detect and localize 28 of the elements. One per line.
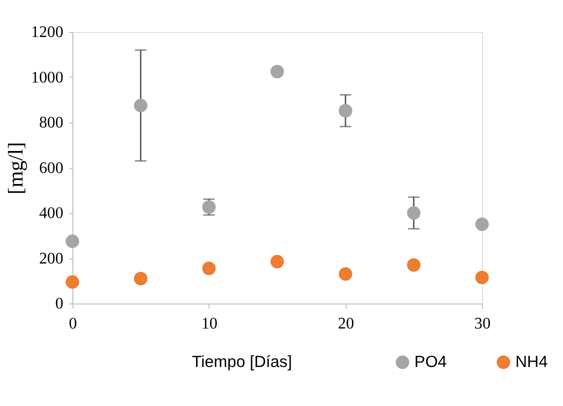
point — [66, 275, 80, 289]
y-tick-label: 400 — [39, 204, 64, 222]
x-tick-label: 0 — [68, 314, 77, 333]
point — [475, 270, 489, 284]
point — [338, 267, 352, 281]
y-tick-label: 800 — [39, 114, 64, 132]
legend-label: NH4 — [515, 353, 548, 372]
point — [338, 104, 352, 118]
y-tick-label: 1000 — [30, 68, 64, 86]
y-tick-label: 200 — [39, 249, 64, 268]
point — [134, 98, 148, 112]
y-axis-title: [mg/l] — [3, 142, 28, 194]
x-tick-label: 30 — [474, 314, 491, 333]
point — [202, 262, 216, 276]
y-tick-label: 1200 — [30, 23, 64, 42]
x-tick-label: 10 — [201, 314, 218, 333]
point — [66, 234, 80, 248]
point — [407, 258, 420, 272]
y-tick-label: 0 — [55, 294, 64, 313]
point — [407, 206, 420, 220]
legend-label: PO4 — [414, 353, 447, 372]
point — [134, 272, 148, 286]
point — [270, 254, 284, 268]
x-axis-title: Tiempo [Días] — [192, 352, 292, 371]
y-tick-label: 600 — [39, 158, 64, 177]
point — [270, 64, 284, 78]
x-tick-label: 20 — [338, 314, 354, 333]
point — [475, 218, 489, 231]
